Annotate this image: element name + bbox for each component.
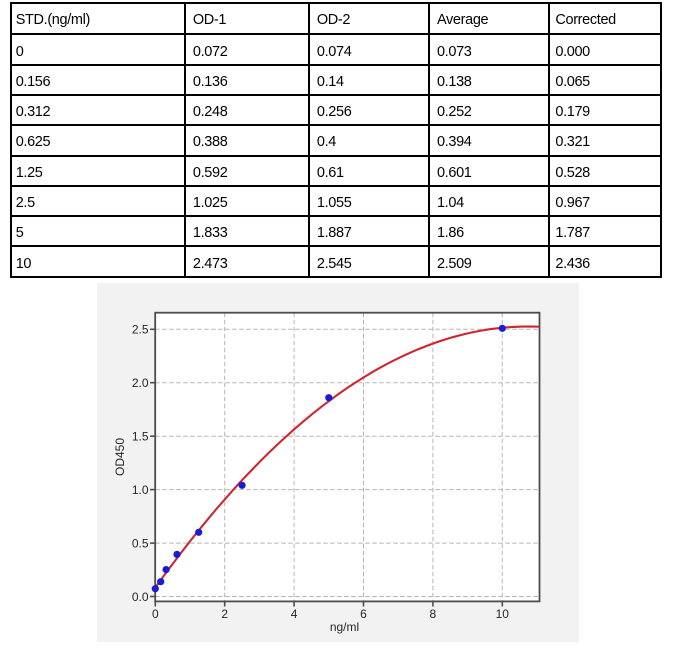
svg-text:0: 0 <box>152 607 159 621</box>
svg-text:ng/ml: ng/ml <box>330 620 359 634</box>
svg-text:2.0: 2.0 <box>132 376 149 390</box>
svg-text:4: 4 <box>291 607 298 621</box>
svg-text:OD450: OD450 <box>113 438 127 476</box>
svg-text:10: 10 <box>496 607 510 621</box>
svg-text:8: 8 <box>430 607 437 621</box>
svg-text:2: 2 <box>221 607 228 621</box>
svg-text:1.0: 1.0 <box>132 483 149 497</box>
svg-text:2.5: 2.5 <box>132 323 149 337</box>
svg-text:6: 6 <box>360 607 367 621</box>
svg-text:0.5: 0.5 <box>132 536 149 550</box>
svg-text:0.0: 0.0 <box>132 590 149 604</box>
svg-text:1.5: 1.5 <box>132 430 149 444</box>
